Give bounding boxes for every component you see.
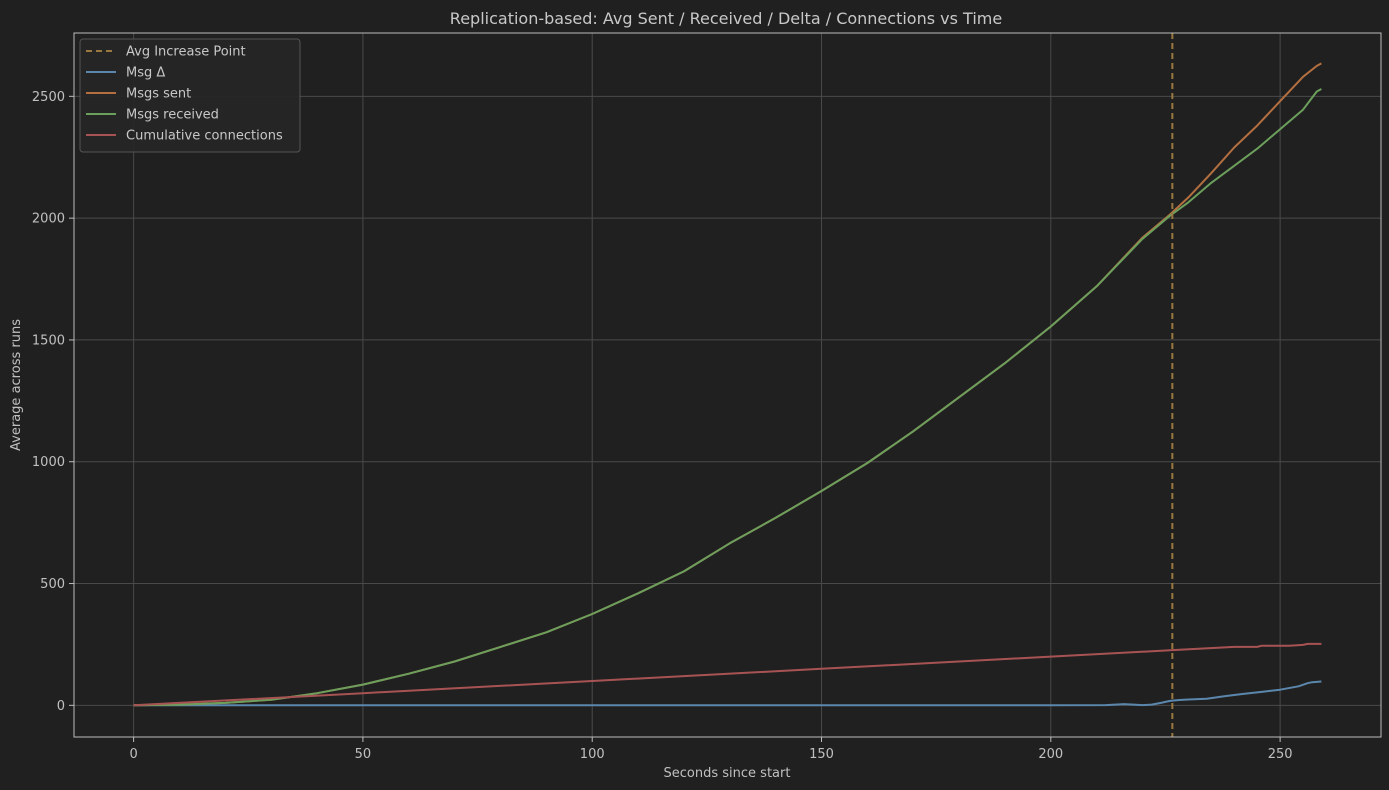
legend-box [79, 38, 301, 153]
plot-lines [133, 33, 1322, 737]
x-tick-label: 100 [580, 747, 605, 762]
legend-label: Avg Increase Point [126, 45, 246, 60]
legend-label: Cumulative connections [126, 129, 283, 144]
y-tick-label: 2000 [32, 212, 65, 227]
x-tick-label: 250 [1268, 747, 1293, 762]
x-tick-label: 50 [355, 747, 372, 762]
y-tick-label: 1500 [32, 333, 65, 348]
x-tick-label: 150 [809, 747, 834, 762]
series-line-cumulative-connections [133, 642, 1322, 707]
series-line-msgs-received [133, 88, 1322, 707]
series-line-msg-delta [133, 680, 1322, 707]
x-tick-label: 200 [1038, 747, 1063, 762]
x-tick-label: 0 [129, 747, 137, 762]
y-tick-label: 1000 [32, 455, 65, 470]
legend: Avg Increase Point Msg Δ Msgs sent Msgs rec… [79, 38, 301, 153]
y-tick-label: 2500 [32, 90, 65, 105]
chart-title: Replication-based: Avg Sent / Received /… [450, 9, 1002, 28]
axes-frame [73, 32, 1382, 738]
grid [74, 33, 1381, 737]
legend-label: Msg Δ [126, 66, 165, 81]
y-tick-label: 0 [57, 699, 65, 714]
y-axis-label: Average across runs [9, 319, 24, 451]
axes-spine [73, 32, 1382, 738]
legend-label: Msgs sent [126, 87, 191, 102]
legend-label: Msgs received [126, 108, 219, 123]
x-axis-label: Seconds since start [664, 766, 791, 781]
y-tick-label: 500 [40, 577, 65, 592]
